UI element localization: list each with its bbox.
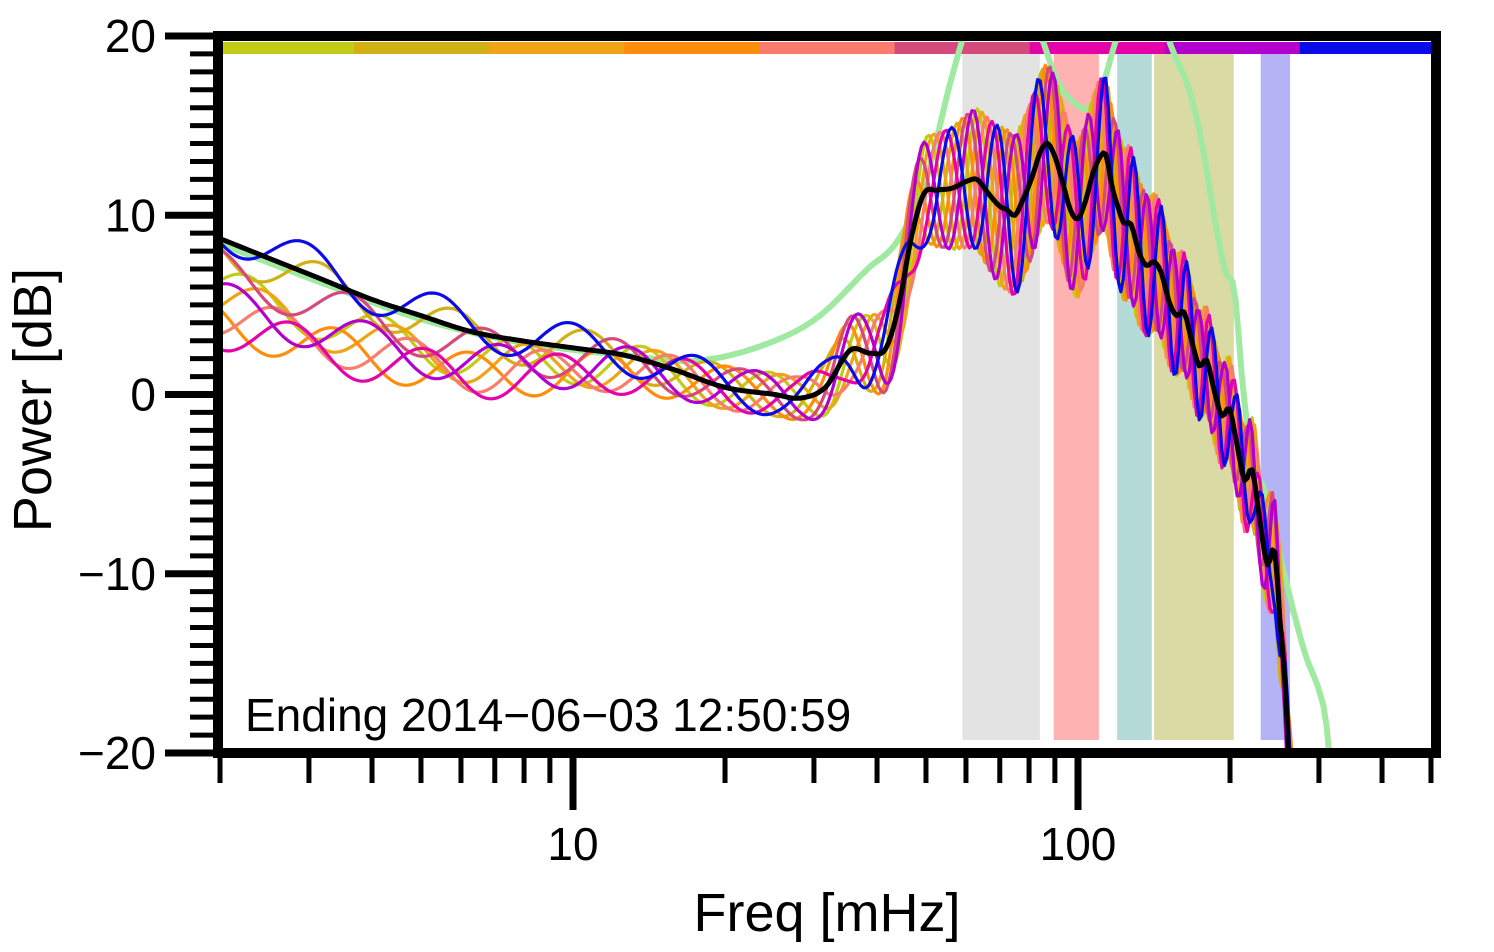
time-colorbar-segment bbox=[1029, 42, 1166, 54]
ending-time-annotation: Ending 2014−06−03 12:50:59 bbox=[245, 689, 852, 741]
x-tick-label: 10 bbox=[547, 818, 598, 870]
y-tick-label: 10 bbox=[105, 189, 156, 241]
x-tick-label: 100 bbox=[1040, 818, 1117, 870]
reference-spectrum-line bbox=[218, 36, 1333, 753]
x-axis-title: Freq [mHz] bbox=[693, 883, 961, 943]
time-colorbar-segment bbox=[1299, 42, 1436, 54]
time-colorbar-segment bbox=[354, 42, 490, 54]
y-tick-label: 0 bbox=[130, 369, 156, 421]
time-colorbar bbox=[219, 42, 1436, 54]
spectrum-4-line bbox=[218, 63, 1294, 753]
mean-spectrum-line bbox=[218, 141, 1291, 753]
y-tick-label: −20 bbox=[78, 727, 156, 779]
time-colorbar-segment bbox=[759, 42, 896, 54]
time-colorbar-segment bbox=[489, 42, 625, 54]
spectrum-6-line bbox=[218, 65, 1290, 753]
time-colorbar-segment bbox=[624, 42, 760, 54]
time-colorbar-segment bbox=[1164, 42, 1301, 54]
spectra-curves bbox=[218, 36, 1333, 753]
y-tick-label: 20 bbox=[105, 10, 156, 62]
axis-ticks bbox=[165, 32, 1434, 810]
time-colorbar-segment bbox=[219, 42, 355, 54]
y-tick-label: −10 bbox=[78, 548, 156, 600]
